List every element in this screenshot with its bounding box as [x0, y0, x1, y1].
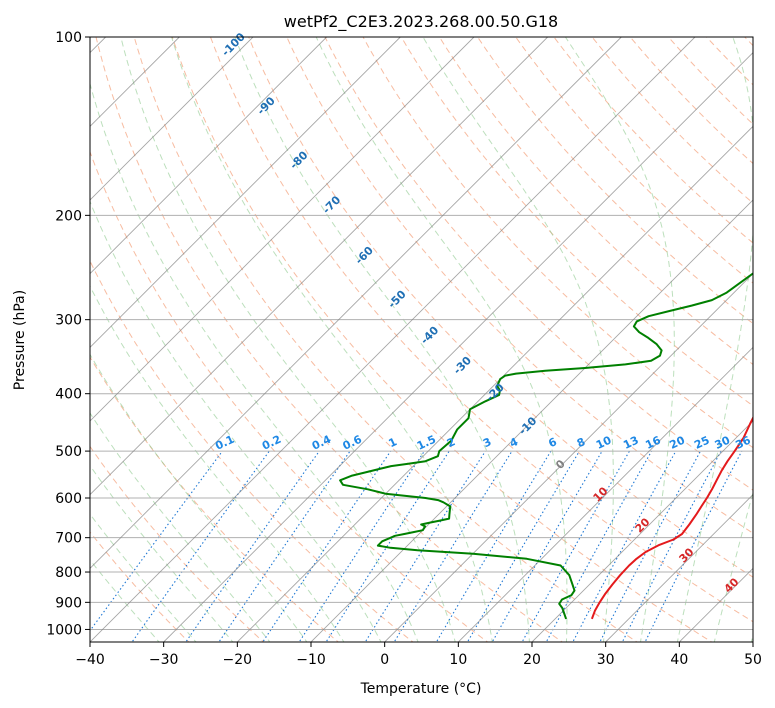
dewpoint-line [339, 272, 753, 620]
x-tick-label: −30 [149, 652, 179, 668]
plot-area [90, 37, 753, 642]
isotherm-line [458, 346, 753, 642]
isotherm-line [237, 125, 753, 642]
mixing-ratio-line [90, 450, 223, 632]
profile-series [339, 272, 753, 620]
mixing-ratio-label: 25 [692, 434, 711, 452]
y-tick-label: 900 [55, 595, 82, 611]
skewed-isotherms [90, 37, 753, 642]
dry-adiabat-line [90, 150, 489, 642]
mixing-ratio-label: 10 [594, 433, 614, 451]
y-tick-label: 100 [55, 30, 82, 46]
x-tick-label: 20 [523, 652, 541, 668]
mixing-ratio-label: 16 [643, 433, 663, 451]
mixing-ratio-lines [90, 450, 743, 642]
mixing-ratio-line [572, 450, 677, 642]
x-axis-ticks: −40 −30 −20 −10 0 10 20 30 40 50 [75, 642, 762, 668]
mixing-ratio-label: 36 [733, 433, 753, 451]
plot-frame [89, 36, 754, 643]
isotherm-line [384, 273, 753, 642]
x-tick-label: 0 [380, 652, 389, 668]
mixing-ratio-line [325, 450, 450, 642]
y-tick-label: 200 [55, 208, 82, 224]
dry-adiabat-line [90, 259, 414, 642]
mixing-ratio-line [364, 450, 486, 642]
isotherm-line [90, 37, 622, 569]
mixing-ratio-line [466, 450, 580, 642]
mixing-ratio-line [185, 450, 320, 642]
y-tick-label: 1000 [46, 622, 82, 638]
mixing-ratio-line [621, 450, 722, 642]
x-tick-label: −10 [296, 652, 326, 668]
y-tick-label: 500 [55, 444, 82, 460]
y-tick-label: 300 [55, 313, 82, 329]
mixing-ratio-line [298, 450, 425, 642]
temperature-line [590, 415, 753, 620]
mixing-ratio-line [599, 450, 701, 642]
mixing-ratio-line [393, 450, 513, 642]
x-tick-label: −20 [223, 652, 253, 668]
isotherm-line [90, 37, 475, 422]
x-tick-label: 40 [670, 652, 688, 668]
x-tick-label: −40 [75, 652, 105, 668]
x-tick-label: 30 [597, 652, 615, 668]
mixing-ratio-label: 30 [713, 433, 733, 451]
y-tick-label: 600 [55, 491, 82, 507]
mixing-ratio-line [131, 450, 270, 642]
mixing-ratio-line [262, 450, 392, 642]
isotherm-line [163, 52, 753, 642]
moist-adiabat-line [90, 81, 419, 642]
isotherm-line [90, 37, 327, 275]
x-tick-label: 50 [744, 652, 762, 668]
isotherm-line [531, 420, 753, 642]
y-axis-label: Pressure (hPa) [12, 290, 28, 390]
moist-adiabat-line [90, 200, 382, 642]
isotherm-line [90, 37, 696, 642]
mixing-ratio-label: 13 [621, 434, 640, 452]
y-tick-label: 700 [55, 531, 82, 547]
y-tick-label: 800 [55, 565, 82, 581]
y-tick-label: 400 [55, 387, 82, 403]
isotherm-line [310, 199, 753, 642]
x-axis-label: Temperature (°C) [360, 681, 482, 697]
isotherm-line [90, 37, 401, 348]
x-tick-label: 10 [449, 652, 467, 668]
y-axis-ticks: 100 200 300 400 500 600 700 800 900 1000 [46, 30, 90, 638]
mixing-ratio-label: 20 [668, 433, 688, 451]
chart-title: wetPf2_C2E3.2023.268.00.50.G18 [284, 12, 558, 32]
isotherm-line [90, 37, 548, 496]
mixing-ratio-line [218, 450, 351, 642]
isotherm-line [605, 494, 753, 642]
isotherm-line [90, 37, 254, 201]
